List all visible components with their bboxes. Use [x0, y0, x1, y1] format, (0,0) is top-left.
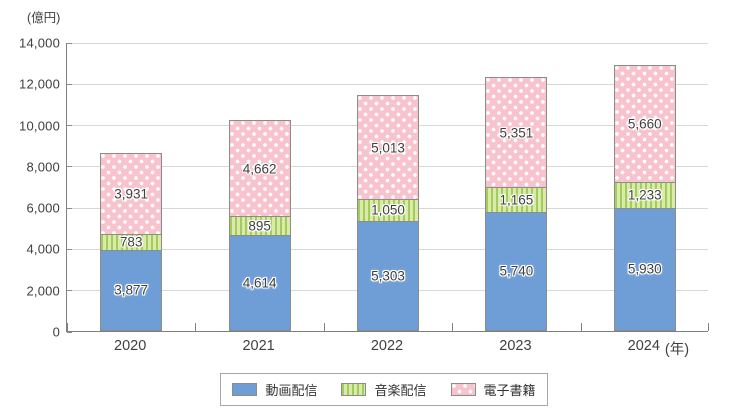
- x-axis-tick: [452, 323, 454, 331]
- y-axis-tick: [67, 42, 72, 44]
- legend-swatch-music: [341, 383, 367, 396]
- y-axis-tick-label: 10,000: [19, 118, 60, 134]
- x-axis-label-2021: 2021: [242, 338, 275, 354]
- segment-2020-3: 3,931: [100, 152, 163, 235]
- segment-2021-3: 4,662: [228, 120, 291, 218]
- segment-2023-1: 5,740: [485, 211, 548, 331]
- value-label: 1,165: [499, 192, 534, 208]
- segment-2023-2: 1,165: [485, 187, 548, 213]
- value-label: 5,660: [627, 116, 662, 132]
- x-axis-tick-labels: 2020 2021 2022 2023 2024 (年): [0, 338, 756, 358]
- legend-item-ebook: 電子書籍: [450, 380, 536, 399]
- segment-2024-2: 1,233: [613, 182, 676, 209]
- segment-2020-2: 783: [100, 233, 163, 251]
- value-label: 4,662: [242, 160, 277, 176]
- y-axis-tick: [67, 125, 72, 127]
- x-axis-tick: [323, 323, 325, 331]
- y-axis-tick: [67, 331, 72, 333]
- value-label: 5,740: [499, 263, 534, 279]
- y-axis-tick-label: 4,000: [26, 241, 60, 257]
- segment-2021-2: 895: [228, 216, 291, 236]
- value-label: 3,877: [114, 282, 149, 298]
- segment-2024-1: 5,930: [613, 207, 676, 331]
- y-axis-tick-labels: 0 2,000 4,000 6,000 8,000 10,000 12,000 14,000: [0, 0, 60, 413]
- value-label: 4,614: [242, 275, 277, 291]
- segment-2022-3: 5,013: [357, 95, 419, 200]
- y-axis-tick-label: 0: [52, 324, 60, 340]
- x-axis-label-2020: 2020: [114, 338, 147, 354]
- segment-2024-3: 5,660: [613, 65, 676, 184]
- legend: 動画配信 音楽配信 電子書籍: [220, 373, 548, 406]
- y-axis-tick: [67, 290, 72, 292]
- y-axis-tick-label: 2,000: [26, 283, 60, 299]
- legend-label-video: 動画配信: [265, 383, 318, 398]
- legend-item-music: 音楽配信: [341, 380, 427, 399]
- x-axis-tick: [580, 323, 582, 331]
- legend-swatch-ebook: [450, 383, 476, 396]
- x-axis-tick: [195, 323, 197, 331]
- segment-2022-2: 1,050: [357, 198, 419, 222]
- value-label: 783: [119, 234, 143, 250]
- segment-2021-1: 4,614: [228, 234, 291, 331]
- bar-2023: 5,740 1,165 5,351: [485, 43, 548, 331]
- y-axis-tick: [67, 166, 72, 168]
- y-axis-tick-label: 8,000: [26, 159, 60, 175]
- x-axis-label-2022: 2022: [370, 338, 404, 354]
- value-label: 1,050: [371, 202, 405, 218]
- legend-label-music: 音楽配信: [374, 383, 427, 398]
- segment-2020-1: 3,877: [100, 249, 163, 331]
- value-label: 5,303: [371, 268, 405, 284]
- value-label: 5,351: [499, 124, 534, 140]
- y-axis-tick-label: 6,000: [26, 200, 60, 216]
- y-axis-tick-label: 12,000: [19, 76, 60, 92]
- bar-2022: 5,303 1,050 5,013: [357, 43, 419, 331]
- legend-swatch-video: [232, 383, 258, 396]
- value-label: 5,930: [627, 261, 662, 277]
- value-label: 895: [248, 218, 271, 234]
- bar-2020: 3,877 783 3,931: [100, 43, 163, 331]
- legend-label-ebook: 電子書籍: [483, 383, 536, 398]
- gridline-14000: [67, 42, 708, 44]
- x-axis-tick: [67, 323, 68, 331]
- value-label: 5,013: [371, 139, 405, 155]
- segment-2022-1: 5,303: [357, 220, 419, 331]
- y-axis-tick: [67, 207, 72, 209]
- gridline-12000: [67, 83, 708, 85]
- y-axis-tick: [67, 83, 72, 85]
- y-axis-tick-label: 14,000: [19, 35, 60, 51]
- x-axis-label-2024: 2024 (年): [627, 338, 690, 358]
- segment-2023-3: 5,351: [485, 77, 548, 189]
- y-axis-tick: [67, 248, 72, 250]
- x-axis-unit-suffix: (年): [664, 342, 690, 358]
- bar-2024: 5,930 1,233 5,660: [613, 43, 676, 331]
- y-axis-unit-label: (億円): [27, 11, 61, 25]
- value-label: 1,233: [627, 187, 662, 203]
- x-axis-tick: [708, 323, 709, 331]
- bar-2021: 4,614 895 4,662: [228, 43, 291, 331]
- legend-item-video: 動画配信: [232, 380, 317, 399]
- plot-area: 3,877 783 3,931 4,614 895 4,662 5,303 1,050 5,01…: [66, 42, 709, 333]
- value-label: 3,931: [114, 185, 149, 201]
- x-axis-label-2023: 2023: [499, 338, 532, 354]
